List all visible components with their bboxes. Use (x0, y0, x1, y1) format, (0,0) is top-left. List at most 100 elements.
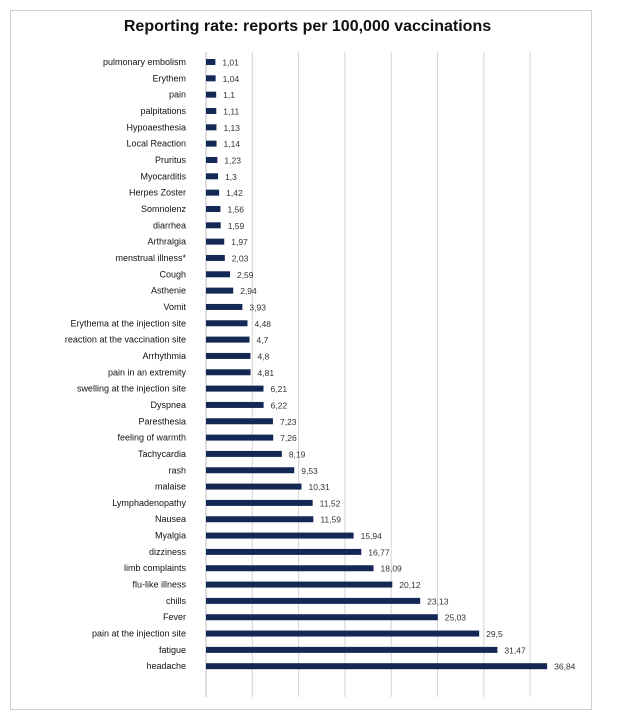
value-label: 1,97 (231, 237, 248, 247)
value-label: 1,42 (226, 188, 243, 198)
category-label: Dyspnea (150, 400, 186, 410)
category-label: feeling of warmth (117, 433, 186, 443)
bar (206, 450, 282, 457)
category-label: palpitations (140, 106, 186, 116)
bar (206, 140, 217, 147)
value-label: 29,5 (486, 629, 503, 639)
bar (206, 630, 480, 637)
value-label: 11,59 (320, 515, 341, 525)
value-label: 25,03 (445, 613, 467, 623)
bar (206, 663, 548, 670)
category-label: pain in an extremity (108, 367, 187, 377)
value-label: 15,94 (361, 531, 383, 541)
bar (206, 352, 251, 359)
value-label: 2,03 (232, 253, 249, 263)
bar (206, 434, 274, 441)
value-label: 1,11 (223, 106, 239, 116)
bar (206, 75, 216, 82)
value-label: 4,48 (254, 319, 271, 329)
category-label: Arrhythmia (142, 351, 186, 361)
bar (206, 222, 221, 229)
bar (206, 189, 220, 196)
category-label: Pruritus (155, 155, 187, 165)
bar (206, 614, 438, 621)
chart-title: Reporting rate: reports per 100,000 vacc… (123, 18, 492, 35)
bar (206, 173, 219, 180)
value-label: 4,7 (257, 335, 269, 345)
value-label: 1,3 (225, 172, 237, 182)
category-label: rash (168, 465, 186, 475)
bar (206, 336, 250, 343)
bar (206, 156, 218, 163)
value-label: 16,77 (368, 547, 390, 557)
value-label: 8,19 (289, 449, 306, 459)
category-label: Somnolenz (141, 204, 187, 214)
category-label: swelling at the injection site (77, 384, 186, 394)
category-label: Cough (159, 269, 186, 279)
value-label: 1,13 (223, 123, 240, 133)
bar (206, 467, 295, 474)
category-label: fatigue (159, 645, 186, 655)
category-label: Fever (163, 612, 186, 622)
value-label: 36,84 (554, 662, 576, 672)
bar (206, 532, 354, 539)
value-label: 2,59 (237, 270, 254, 280)
category-label: limb complaints (124, 563, 187, 573)
bar (206, 238, 225, 245)
category-label: diarrhea (153, 220, 186, 230)
value-label: 6,22 (271, 400, 288, 410)
bar (206, 483, 302, 490)
value-label: 18,09 (381, 564, 403, 574)
category-label: Nausea (155, 514, 186, 524)
category-label: menstrual illness* (115, 253, 186, 263)
category-label: headache (146, 661, 186, 671)
category-label: pain (169, 90, 186, 100)
value-label: 1,04 (223, 74, 240, 84)
bar (206, 271, 230, 278)
value-label: 9,53 (301, 466, 318, 476)
category-label: malaise (155, 482, 186, 492)
bar (206, 107, 217, 114)
category-label: Vomit (163, 302, 186, 312)
category-label: Myocarditis (140, 171, 186, 181)
category-label: dizziness (149, 547, 187, 557)
category-label: Arthralgia (147, 237, 186, 247)
bar (206, 91, 217, 98)
value-label: 2,94 (240, 286, 257, 296)
value-label: 1,23 (224, 155, 241, 165)
bar (206, 124, 217, 131)
value-label: 1,56 (227, 204, 244, 214)
category-label: pain at the injection site (92, 629, 186, 639)
bars (206, 59, 548, 670)
bar (206, 59, 216, 65)
bar (206, 597, 421, 604)
value-label: 1,1 (223, 90, 235, 100)
category-label: reaction at the vaccination site (65, 335, 186, 345)
category-label: Erythema at the injection site (70, 318, 186, 328)
value-label: 6,21 (271, 384, 288, 394)
bar (206, 303, 243, 310)
bar (206, 565, 374, 572)
value-labels: 1,01 1,04 1,1 1,11 1,13 1,14 1,23 1,3 1,42 1,56 1,… (222, 58, 575, 672)
value-label: 1,01 (222, 58, 239, 68)
bar (206, 254, 225, 261)
value-label: 31,47 (504, 645, 526, 655)
value-label: 7,26 (280, 433, 297, 443)
category-label: Herpes Zoster (129, 188, 186, 198)
bar (206, 499, 313, 506)
value-label: 20,12 (399, 580, 421, 590)
category-label: Asthenie (151, 286, 186, 296)
category-label: pulmonary embolism (103, 57, 186, 67)
bar (206, 401, 264, 408)
category-label: chills (166, 596, 187, 606)
bar (206, 581, 393, 588)
category-label: flu-like illness (132, 580, 186, 590)
category-label: Tachycardia (138, 449, 186, 459)
category-label: Paresthesia (138, 416, 186, 426)
bar (206, 385, 264, 392)
value-label: 11,52 (320, 498, 341, 508)
bar (206, 646, 498, 653)
bar (206, 205, 221, 212)
value-label: 1,14 (224, 139, 241, 149)
category-label: Lymphadenopathy (112, 498, 186, 508)
